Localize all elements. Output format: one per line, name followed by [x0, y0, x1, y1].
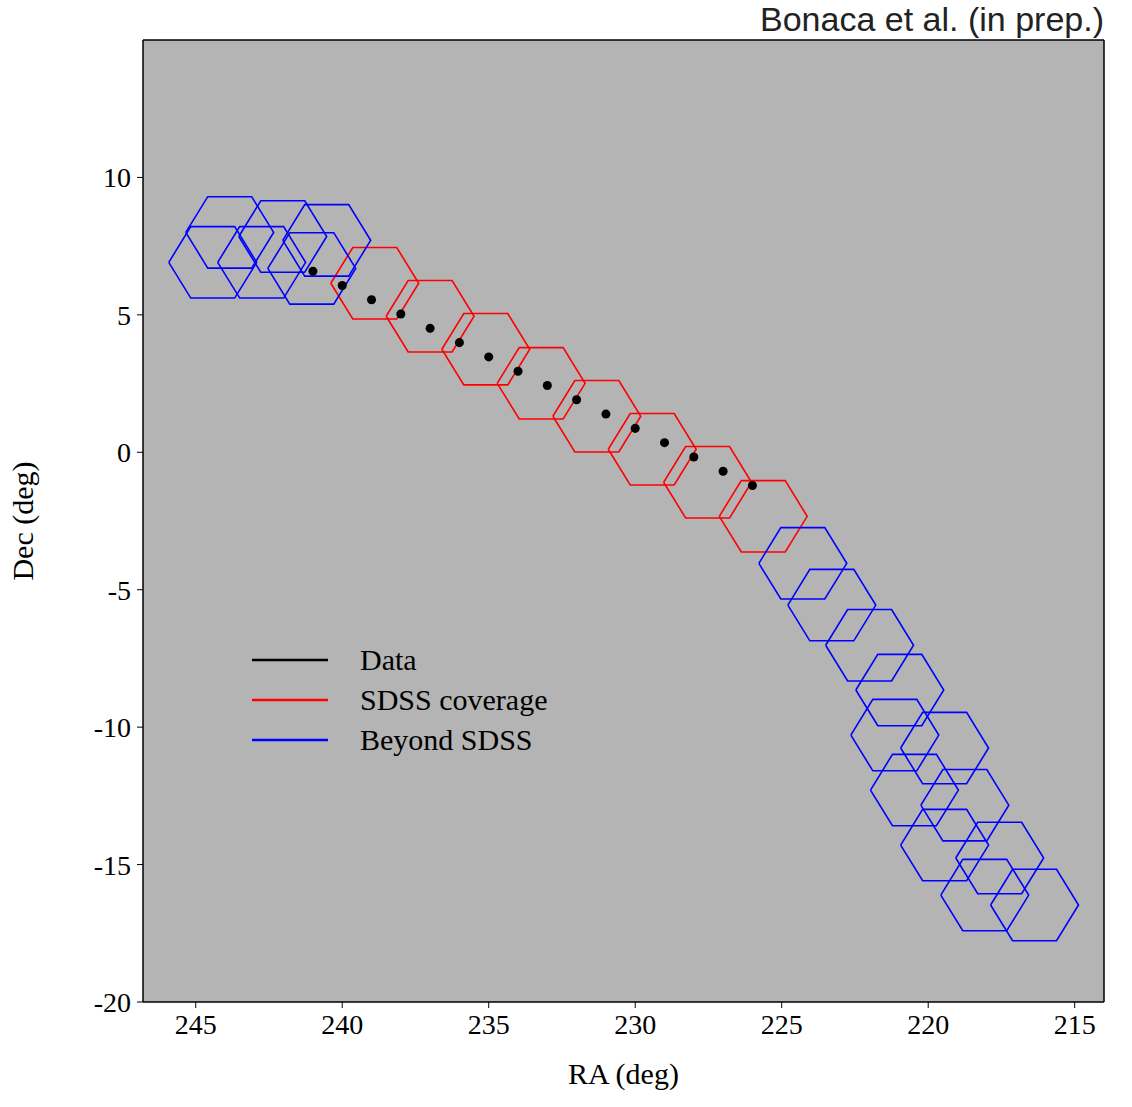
svg-text:220: 220 — [907, 1009, 949, 1040]
svg-text:-5: -5 — [108, 575, 131, 606]
html-text:Data: Data — [360, 643, 417, 676]
svg-text:0: 0 — [117, 437, 131, 468]
html-text:Bonaca et al. (in prep.): Bonaca et al. (in prep.) — [760, 0, 1104, 38]
svg-text:-10: -10 — [94, 712, 131, 743]
html-text:SDSS coverage: SDSS coverage — [360, 683, 548, 716]
svg-text:Dec (deg): Dec (deg) — [6, 461, 40, 580]
svg-text:-15: -15 — [94, 850, 131, 881]
svg-text:240: 240 — [321, 1009, 363, 1040]
svg-text:235: 235 — [468, 1009, 510, 1040]
svg-text:245: 245 — [175, 1009, 217, 1040]
svg-text:230: 230 — [614, 1009, 656, 1040]
svg-text:5: 5 — [117, 300, 131, 331]
svg-text:215: 215 — [1054, 1009, 1096, 1040]
svg-text:10: 10 — [103, 162, 131, 193]
html-text:Beyond SDSS: Beyond SDSS — [360, 723, 533, 756]
svg-text:225: 225 — [761, 1009, 803, 1040]
svg-text:-20: -20 — [94, 987, 131, 1018]
svg-text:RA (deg): RA (deg) — [568, 1057, 679, 1091]
